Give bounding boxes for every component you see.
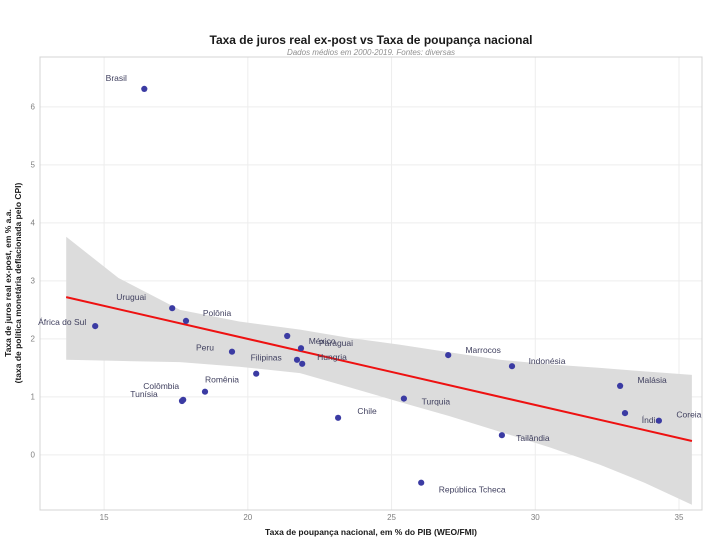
x-tick-label: 30	[531, 513, 540, 522]
y-tick-label: 5	[31, 160, 36, 169]
chart-title: Taxa de juros real ex-post vs Taxa de po…	[210, 33, 533, 47]
point-label-marrocos: Marrocos	[465, 345, 500, 355]
data-point-marrocos	[445, 352, 452, 359]
data-point-hungria	[293, 356, 301, 363]
point-label-peru: Peru	[196, 343, 214, 353]
point-label-filipinas: Filipinas	[251, 353, 282, 363]
data-point-chile	[335, 414, 342, 421]
data-point-republica-tcheca	[418, 479, 425, 486]
y-axis-title-line2: (taxa de política monetária deflacionada…	[13, 182, 23, 383]
data-point-peru	[228, 348, 236, 355]
point-label-uruguai: Uruguai	[116, 292, 146, 302]
data-point-mexico	[284, 332, 291, 340]
data-point-tailandia	[498, 432, 505, 439]
x-axis-title: Taxa de poupança nacional, em % do PIB (…	[265, 527, 477, 537]
point-label-brasil: Brasil	[106, 73, 127, 83]
point-label-tunisia: Tunísia	[130, 389, 158, 399]
y-axis-title-line1: Taxa de juros real ex-post, em % a.a.	[3, 209, 13, 357]
data-point-turquia	[400, 395, 407, 402]
plot-panel: 15 20 25 30 35 0 1 2 3 4 5 6 Brasil África do Sul Urug…	[31, 56, 703, 522]
confidence-band	[66, 236, 692, 505]
point-label-turquia: Turquia	[422, 397, 451, 407]
point-label-indonesia: Indonésia	[529, 356, 566, 366]
panel-border	[39, 56, 703, 511]
point-label-coreia: Coreia	[676, 410, 701, 420]
y-tick-label: 6	[31, 102, 36, 111]
data-point-africa-do-sul	[92, 323, 99, 330]
y-tick-label: 3	[31, 276, 36, 285]
point-label-africa-do-sul: África do Sul	[38, 317, 86, 327]
point-label-colombia: Colômbia	[143, 381, 179, 391]
data-point-tunisia	[178, 397, 186, 405]
point-label-polonia: Polônia	[203, 308, 232, 318]
data-point-india	[621, 410, 629, 417]
data-point-unlabeled	[299, 360, 306, 367]
point-label-hungria: Hungria	[317, 352, 347, 362]
point-label-romenia: Romênia	[205, 375, 239, 385]
data-point-filipinas	[253, 370, 260, 377]
point-label-mexico: México	[309, 336, 336, 346]
point-label-republica-tcheca: República Tcheca	[439, 485, 506, 495]
point-label-malasia: Malásia	[637, 375, 667, 385]
data-point-uruguai	[169, 305, 176, 312]
point-label-tailandia: Tailândia	[516, 433, 550, 443]
data-point-polonia	[182, 317, 190, 324]
y-tick-label: 4	[31, 218, 36, 227]
data-point-romenia	[201, 388, 209, 395]
y-tick-label: 1	[31, 392, 36, 401]
data-point-coreia	[655, 417, 663, 424]
regression-line	[65, 296, 693, 442]
chart-subtitle: Dados médios em 2000-2019. Fontes: diver…	[287, 48, 455, 57]
y-tick-label: 2	[31, 334, 36, 343]
x-tick-label: 25	[387, 513, 396, 522]
data-point-brasil	[141, 85, 148, 92]
x-tick-label: 35	[675, 513, 684, 522]
point-label-chile: Chile	[357, 406, 377, 416]
data-point-malasia	[617, 382, 624, 389]
x-tick-label: 15	[100, 513, 109, 522]
point-label-india: Índia	[642, 415, 661, 425]
y-tick-label: 0	[31, 450, 36, 459]
data-point-indonesia	[508, 363, 516, 370]
x-tick-label: 20	[243, 513, 252, 522]
data-point-paraguai	[297, 345, 305, 352]
point-label-paraguai: Paraguai	[319, 338, 353, 348]
